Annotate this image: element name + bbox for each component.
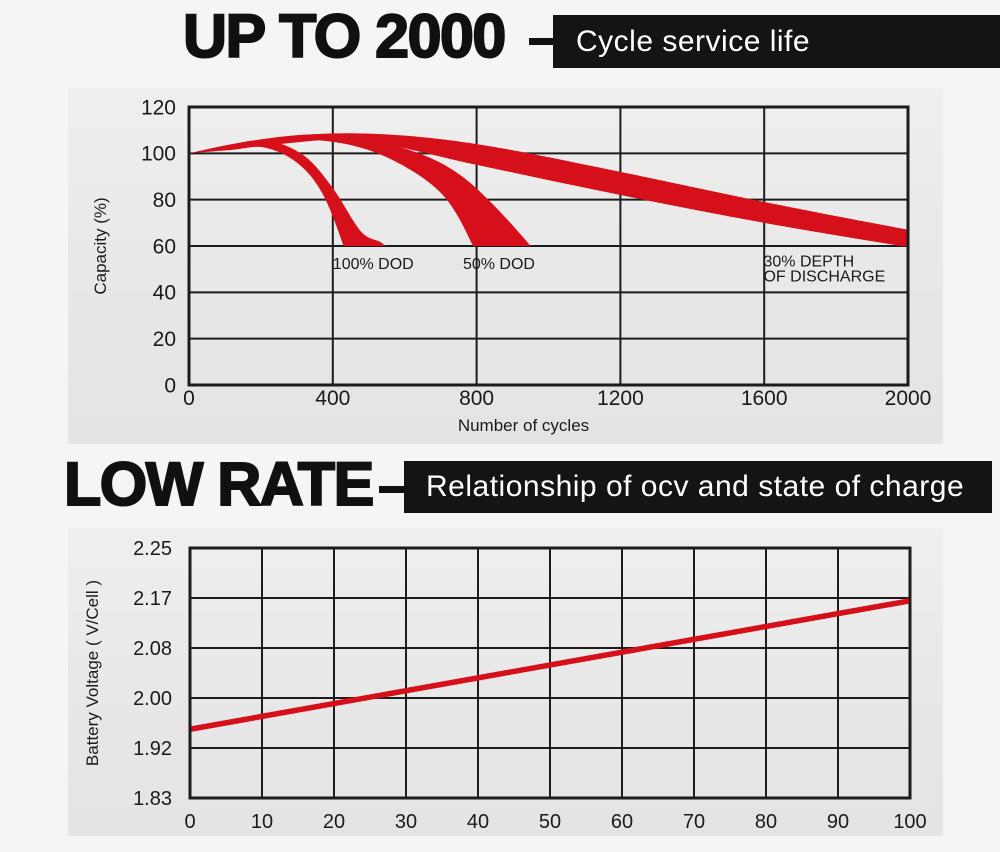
dod-annotation: OF DISCHARGE <box>763 269 885 286</box>
y-tick-label: 20 <box>153 328 176 351</box>
header1-tag-label: Cycle service life <box>576 25 811 58</box>
y-tick-label: 2.25 <box>133 538 172 560</box>
dod-annotation: 50% DOD <box>463 256 535 273</box>
x-tick-label: 800 <box>459 387 494 410</box>
cycle-life-chart: 0 400 800 1200 1600 2000 0 20 40 60 80 100 120 Capaci… <box>91 96 932 435</box>
cycle-life-panel: 0 400 800 1200 1600 2000 0 20 40 60 80 100 120 Capaci… <box>68 88 943 444</box>
dod-annotation: 100% DOD <box>333 256 414 273</box>
x-tick-label: 0 <box>184 811 195 833</box>
y-tick-label: 1.92 <box>133 738 172 760</box>
y-tick-label: 2.00 <box>133 688 172 710</box>
x-tick-label: 10 <box>251 811 273 833</box>
band-100-dod <box>189 140 385 246</box>
header2-tag-label: Relationship of ocv and state of charge <box>426 470 965 503</box>
x-tick-label: 70 <box>683 811 705 833</box>
header-low-rate: LOW RATE <box>63 450 375 518</box>
x-tick-label: 1600 <box>741 387 788 410</box>
header2-dash <box>379 486 404 493</box>
x-tick-label: 0 <box>183 387 195 410</box>
y-tick-label: 80 <box>153 189 176 212</box>
y-tick-label: 100 <box>141 143 176 166</box>
y-tick-label: 2.08 <box>133 638 172 660</box>
ocv-panel: 0 10 20 30 40 50 60 70 80 90 100 2.25 2.17 2.08 2.00 1.… <box>68 528 943 836</box>
x-tick-label: 400 <box>315 387 350 410</box>
x-tick-label: 90 <box>827 811 849 833</box>
x-tick-label: 2000 <box>885 387 932 410</box>
y-tick-label: 60 <box>153 235 176 258</box>
plot-frame <box>188 546 912 800</box>
dod-bands <box>189 133 908 246</box>
header-up-to-2000: UP TO 2000 <box>182 2 507 70</box>
x-tick-label: 100 <box>893 811 926 833</box>
ocv-chart: 0 10 20 30 40 50 60 70 80 90 100 2.25 2.17 2.08 2.00 1.… <box>83 538 927 833</box>
x-tick-label: 1200 <box>597 387 644 410</box>
y-tick-label: 120 <box>141 96 176 119</box>
x-axis-title: Number of cycles <box>458 416 589 435</box>
x-tick-label: 30 <box>395 811 417 833</box>
x-tick-label: 80 <box>755 811 777 833</box>
header2-tag-bar: Relationship of ocv and state of charge <box>404 461 992 513</box>
band-30-depth-of-discharge <box>189 133 908 246</box>
x-tick-label: 40 <box>467 811 489 833</box>
x-tick-label: 20 <box>323 811 345 833</box>
header1-tag-bar: Cycle service life <box>553 15 1000 68</box>
y-tick-label: 2.17 <box>133 588 172 610</box>
x-tick-label: 50 <box>539 811 561 833</box>
y-tick-label: 0 <box>164 374 176 397</box>
y-axis-title: Capacity (%) <box>91 197 110 294</box>
y-tick-label: 40 <box>153 282 176 305</box>
x-tick-label: 60 <box>611 811 633 833</box>
band-50-dod <box>189 134 531 246</box>
dod-annotation: 30% DEPTH <box>763 254 854 271</box>
plot-frame <box>187 105 910 387</box>
header1-dash <box>529 38 554 45</box>
ocv-line <box>189 598 911 732</box>
y-axis-title: Battery Voltage ( V/Cell ) <box>83 580 102 766</box>
y-tick-label: 1.83 <box>133 788 172 810</box>
